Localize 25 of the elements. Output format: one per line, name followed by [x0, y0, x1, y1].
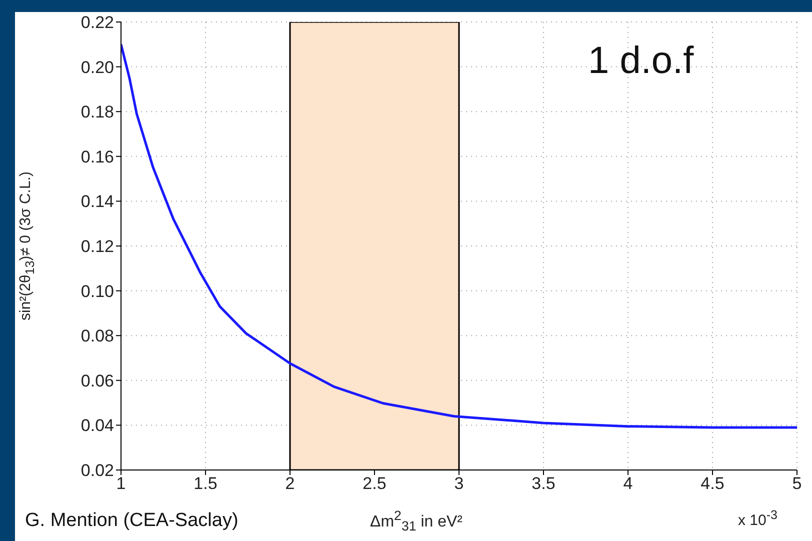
y-tick-label: 0.04: [80, 416, 114, 436]
y-tick-label: 0.14: [80, 192, 114, 212]
y-tick-label: 0.20: [80, 58, 114, 77]
y-tick-label: 0.08: [80, 326, 114, 346]
text: G. Mention (CEA-Saclay): [25, 510, 238, 532]
x-axis-title: Δm$^{2}$$_{31}$ in eV²: [370, 508, 463, 534]
x-tick-label: 5: [792, 474, 802, 494]
x-tick-label: 2.5: [362, 474, 386, 494]
y-tick-label: 0.02: [80, 461, 114, 480]
x-tick-label: 2: [285, 474, 295, 494]
x-tick-label: 4.5: [700, 474, 724, 494]
y-tick-label: 0.22: [80, 13, 114, 32]
y-tick-label: 0.12: [80, 237, 114, 256]
x-tick-label: 3: [454, 474, 464, 494]
text: x 10$^{-3}$: [738, 508, 778, 529]
annotation: 1 d.o.f: [588, 40, 694, 83]
x-tick-label: 1.5: [194, 474, 218, 494]
y-tick-label: 0.10: [80, 282, 114, 301]
x-tick-label: 4: [623, 474, 633, 494]
line-series: [121, 43, 797, 429]
x-tick-label: 3.5: [532, 474, 556, 494]
y-tick-label: 0.18: [80, 102, 114, 122]
y-tick-label: 0.16: [80, 147, 114, 166]
x-tick-label: 1: [116, 474, 126, 494]
y-tick-label: 0.06: [80, 371, 114, 390]
